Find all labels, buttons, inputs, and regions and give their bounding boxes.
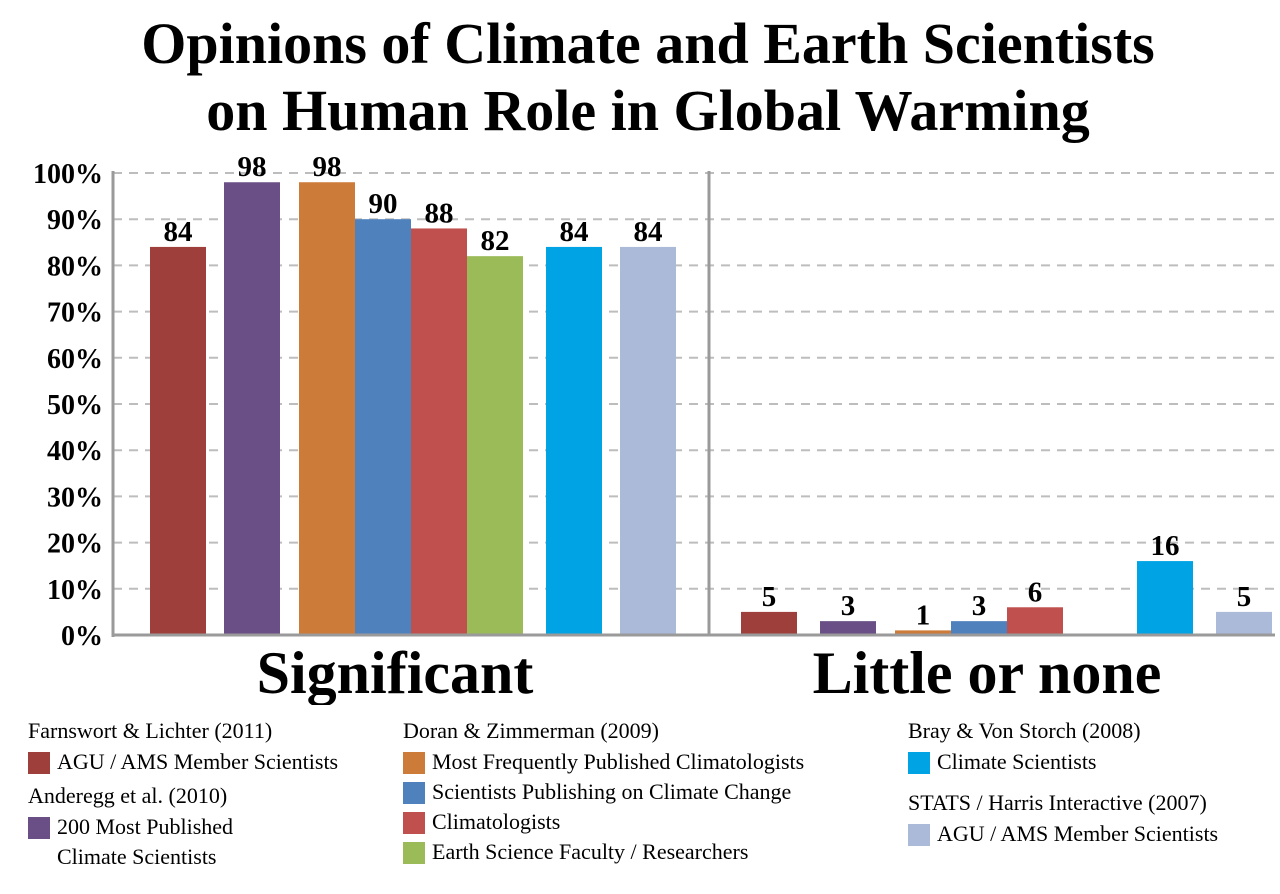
bar-value-label: 16 <box>1151 530 1180 562</box>
legend-swatch <box>403 812 425 834</box>
y-tick-label: 0% <box>61 621 103 652</box>
legend-swatch <box>403 842 425 864</box>
bar <box>224 182 280 636</box>
legend-label: Scientists Publishing on Climate Change <box>432 779 792 804</box>
legend-label: 200 Most Published Climate Scientists <box>57 814 234 869</box>
legend-column-1: Farnswort & Lichter (2011) AGU / AMS Mem… <box>28 715 338 872</box>
legend-swatch <box>403 752 425 774</box>
legend-label: Most Frequently Published Climatologists <box>432 749 805 774</box>
bar <box>299 182 355 636</box>
bar <box>411 228 467 635</box>
bar <box>150 246 206 636</box>
legend-source-anderegg: Anderegg et al. (2010) <box>28 783 228 808</box>
legend-label: Climatologists <box>432 809 561 834</box>
bar <box>355 219 411 635</box>
legend-swatch <box>28 752 50 774</box>
bar-value-label: 84 <box>634 216 663 248</box>
legend-item-earth-science-faculty: Earth Science Faculty / Researchers <box>403 837 804 867</box>
legend-source-farnswort-lichter: Farnswort & Lichter (2011) <box>28 718 273 743</box>
bar-value-label: 84 <box>164 216 193 248</box>
bar <box>820 621 876 635</box>
category-label-little-or-none: Little or none <box>813 640 1162 705</box>
bar-value-label: 84 <box>560 216 589 248</box>
legend-column-2: Doran & Zimmerman (2009) Most Frequently… <box>403 715 804 867</box>
bar-value-label: 98 <box>313 151 342 183</box>
bar-value-label: 6 <box>1028 576 1043 608</box>
bar <box>1007 607 1063 635</box>
legend-item-climatologists: Climatologists <box>403 807 804 837</box>
legend-label: AGU / AMS Member Scientists <box>57 749 339 774</box>
bar-value-label: 98 <box>238 151 267 183</box>
bar-value-label: 5 <box>1237 581 1252 613</box>
bar-value-label: 88 <box>425 197 454 229</box>
bar <box>546 246 602 636</box>
y-tick-label: 60% <box>47 344 103 375</box>
legend-item-agu-ams-2011: AGU / AMS Member Scientists <box>28 747 338 777</box>
legend-label: AGU / AMS Member Scientists <box>937 821 1219 846</box>
legend-source-bray-von-storch: Bray & Von Storch (2008) <box>908 718 1141 743</box>
y-tick-label: 40% <box>47 436 103 467</box>
bar <box>467 256 523 635</box>
legend-swatch <box>403 782 425 804</box>
bar <box>741 611 797 635</box>
legend-column-3: Bray & Von Storch (2008) Climate Scienti… <box>908 715 1218 849</box>
legend-label: Climate Scientists <box>937 749 1097 774</box>
y-tick-label: 10% <box>47 575 103 606</box>
category-label-significant: Significant <box>257 640 534 705</box>
y-tick-label: 50% <box>47 390 103 421</box>
legend-item-agu-ams-2007: AGU / AMS Member Scientists <box>908 819 1218 849</box>
legend-swatch <box>908 752 930 774</box>
chart-title-line-1: Opinions of Climate and Earth Scientists <box>141 11 1155 76</box>
bar <box>951 621 1007 635</box>
legend-source-stats-harris: STATS / Harris Interactive (2007) <box>908 790 1207 815</box>
bar <box>895 630 951 635</box>
y-tick-label: 20% <box>47 529 103 560</box>
y-tick-label: 90% <box>47 205 103 236</box>
legend-swatch <box>28 817 50 839</box>
bar <box>1216 611 1272 635</box>
legend-source-doran-zimmerman: Doran & Zimmerman (2009) <box>403 718 659 743</box>
bar-value-label: 3 <box>841 590 856 622</box>
y-tick-label: 70% <box>47 298 103 329</box>
y-tick-label: 100% <box>33 159 103 190</box>
bar-value-label: 90 <box>369 188 398 220</box>
legend-swatch <box>908 824 930 846</box>
chart-title-line-2: on Human Role in Global Warming <box>206 78 1090 143</box>
bar-value-label: 1 <box>916 599 931 631</box>
y-tick-label: 80% <box>47 251 103 282</box>
bar <box>1137 561 1193 635</box>
bar-value-label: 3 <box>972 590 987 622</box>
legend-label: Earth Science Faculty / Researchers <box>432 839 749 864</box>
bar <box>620 246 676 636</box>
legend-item-200-most-published: 200 Most Published Climate Scientists <box>28 812 338 872</box>
bar-value-label: 82 <box>481 225 510 257</box>
legend-item-most-frequently-published: Most Frequently Published Climatologists <box>403 747 804 777</box>
bar-value-label: 5 <box>762 581 777 613</box>
y-tick-label: 30% <box>47 482 103 513</box>
bar-chart: Opinions of Climate and Earth Scientists… <box>33 11 1275 705</box>
legend-item-scientists-publishing: Scientists Publishing on Climate Change <box>403 777 804 807</box>
legend-item-climate-scientists: Climate Scientists <box>908 747 1218 777</box>
